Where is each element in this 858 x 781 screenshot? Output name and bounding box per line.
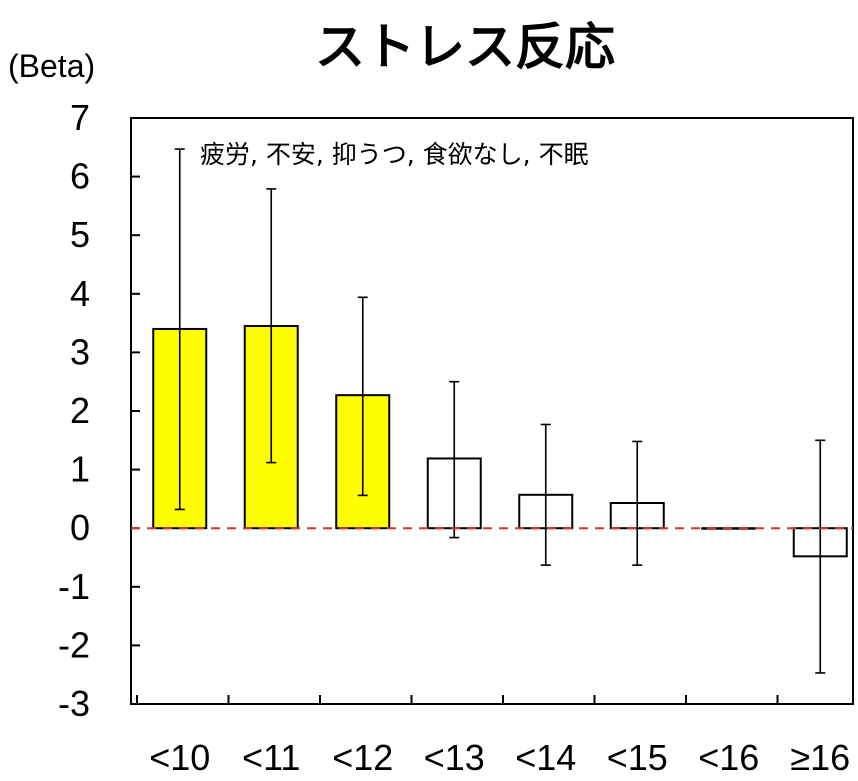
x-tick-label: <13 (424, 737, 485, 778)
y-tick-label: 2 (70, 390, 90, 431)
x-tick-label: <16 (698, 737, 759, 778)
x-tick-label: <12 (332, 737, 393, 778)
bars (152, 325, 848, 558)
x-tick-label: <10 (149, 737, 210, 778)
y-tick-label: 1 (70, 449, 90, 490)
x-tick-label: <15 (607, 737, 668, 778)
chart-title: ストレス反応 (315, 18, 615, 76)
x-axis-labels: <10 <11 <12 <13 <14 <15 <16 ≥16 (136, 695, 850, 778)
y-tick-label: 3 (70, 331, 90, 372)
y-tick-label: 7 (70, 97, 90, 138)
error-bars (174, 148, 826, 674)
y-axis-unit-label: (Beta) (8, 48, 95, 84)
y-tick-label: -1 (58, 566, 90, 607)
x-tick-label: <14 (515, 737, 576, 778)
y-tick-label: -3 (58, 683, 90, 724)
y-tick-label: 6 (70, 156, 90, 197)
y-tick-label: -2 (58, 624, 90, 665)
x-tick-label: <11 (242, 737, 300, 778)
y-tick-label: 5 (70, 214, 90, 255)
plot-frame (130, 117, 854, 705)
chart-annotation: 疲労, 不安, 抑うつ, 食欲なし, 不眠 (200, 140, 589, 169)
y-tick-label: 0 (70, 507, 90, 548)
x-tick-label: ≥16 (790, 737, 850, 778)
y-axis-ticks: 7 6 5 4 3 2 1 0 -1 -2 -3 (58, 97, 140, 724)
y-tick-label: 4 (70, 273, 90, 314)
